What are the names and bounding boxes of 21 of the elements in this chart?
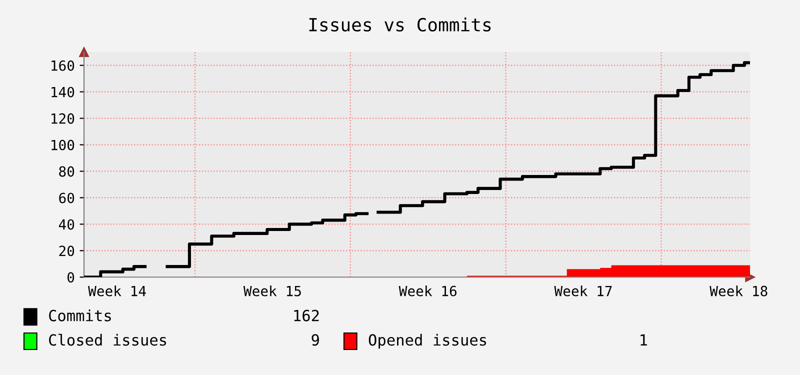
y-tick-label: 20 xyxy=(59,246,74,256)
legend-label: Commits xyxy=(49,310,111,322)
x-tick-label: Week 18 xyxy=(710,286,768,296)
y-tick-label: 40 xyxy=(58,219,74,230)
y-tick-label: 140 xyxy=(52,86,74,98)
y-tick-label: 80 xyxy=(59,166,74,177)
legend-label: Opened issues xyxy=(368,334,486,349)
y-tick-label: 0 xyxy=(68,272,74,283)
x-tick-label: Week 16 xyxy=(398,286,456,296)
legend-label: Closed issues xyxy=(49,334,166,346)
text: 162 xyxy=(294,310,319,322)
y-tick-label: 160 xyxy=(52,60,74,71)
chart-title: Issues vs Commits xyxy=(309,18,491,32)
text: 9 xyxy=(312,334,319,346)
y-tick-label: 100 xyxy=(52,140,74,150)
x-tick-label: Week 15 xyxy=(243,286,301,296)
y-tick-label: 60 xyxy=(59,192,74,204)
text: 1 xyxy=(640,334,647,346)
x-tick-label: Week 17 xyxy=(554,286,612,296)
x-tick-label: Week 14 xyxy=(88,286,146,296)
y-tick-label: 120 xyxy=(52,113,74,124)
